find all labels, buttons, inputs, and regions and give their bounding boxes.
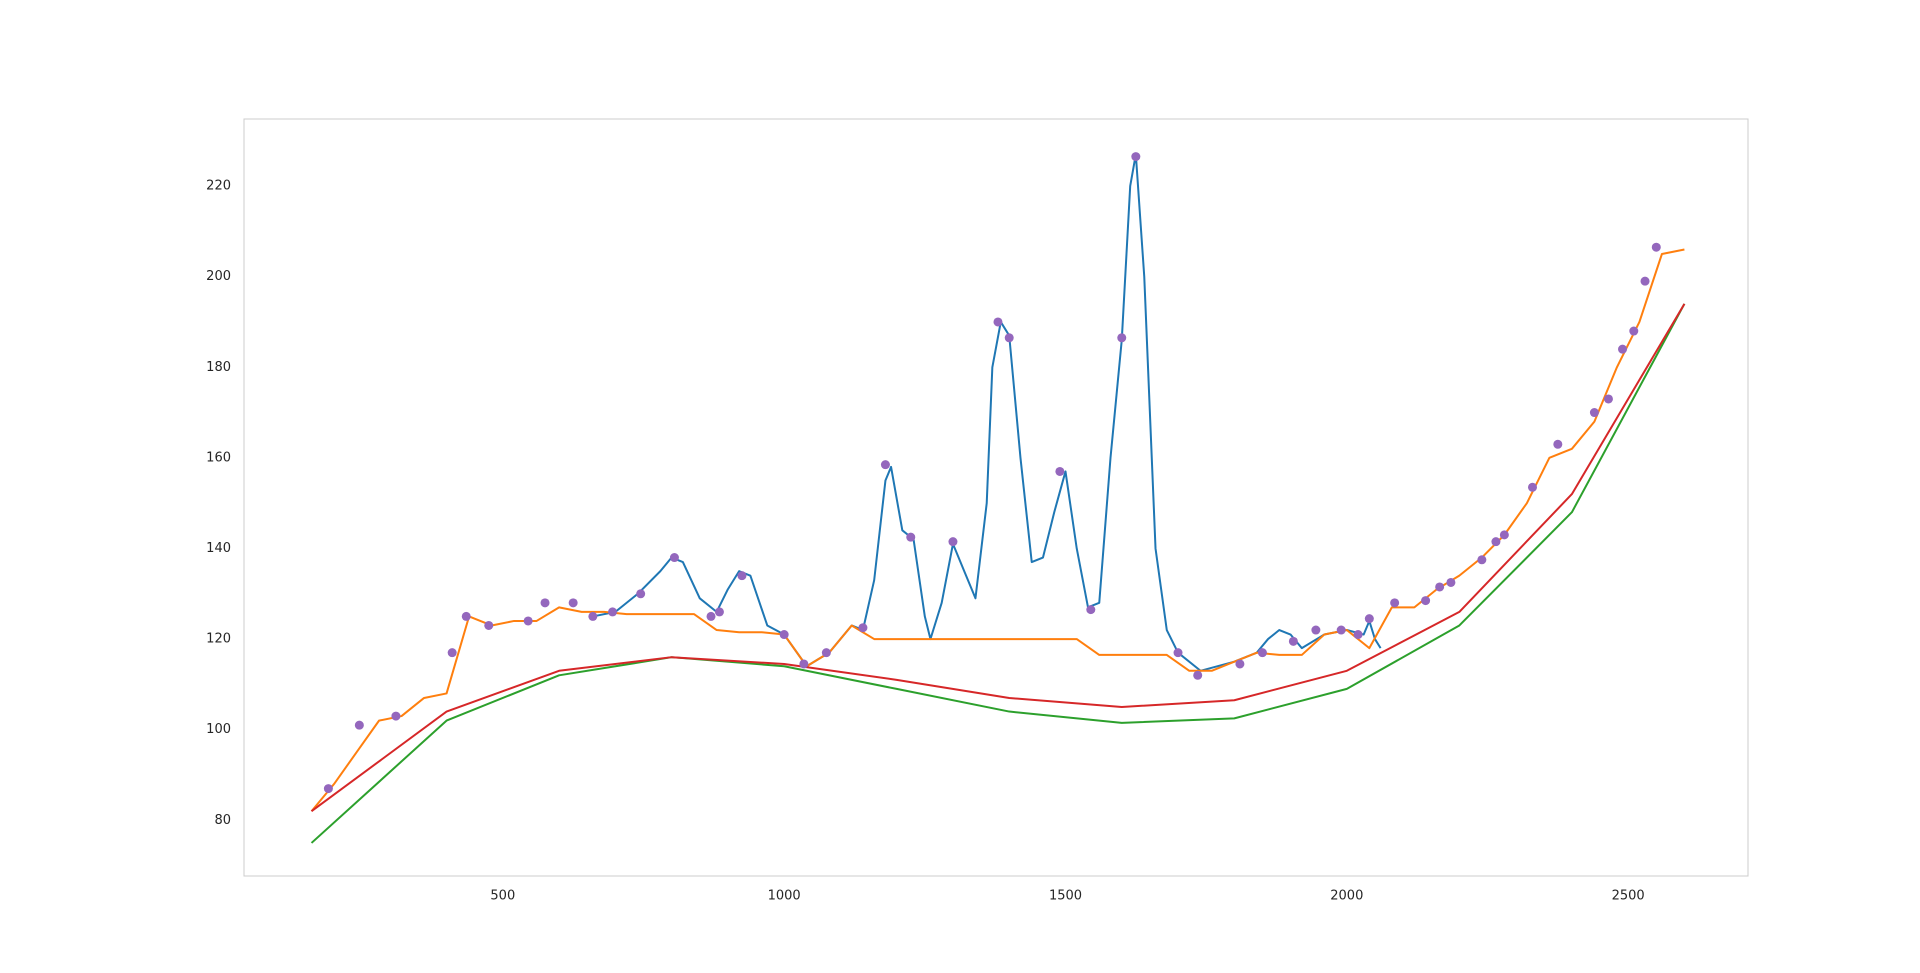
scatter-point: [1311, 625, 1321, 635]
scatter-point: [608, 607, 618, 617]
scatter-point: [484, 620, 494, 630]
scatter-point: [858, 623, 868, 633]
scatter-point: [1173, 648, 1183, 658]
scatter-point: [1618, 344, 1628, 354]
scatter-point: [1446, 577, 1456, 587]
scatter-point: [906, 532, 916, 542]
scatter-point: [821, 648, 831, 658]
scatter-point: [669, 553, 679, 563]
data-line: [310, 303, 1686, 844]
scatter-point: [1235, 659, 1245, 669]
scatter-point: [1553, 439, 1563, 449]
scatter-point: [447, 648, 457, 658]
scatter-point: [1651, 242, 1661, 252]
x-tick-label: 2000: [1330, 889, 1363, 904]
y-tick-label: 140: [206, 541, 231, 556]
scatter-point: [1288, 636, 1298, 646]
scatter-point: [636, 589, 646, 599]
scatter-point: [1086, 605, 1096, 615]
plot-frame: [243, 118, 1749, 877]
scatter-point: [1435, 582, 1445, 592]
scatter-point: [1131, 152, 1141, 162]
scatter-point: [1640, 276, 1650, 286]
scatter-point: [461, 611, 471, 621]
y-tick-label: 180: [206, 360, 231, 375]
scatter-point: [1629, 326, 1639, 336]
x-tick-label: 500: [490, 889, 515, 904]
scatter-point: [799, 659, 809, 669]
scatter-point: [1364, 614, 1374, 624]
data-line: [592, 153, 1382, 672]
data-line: [310, 248, 1685, 812]
scatter-point: [714, 607, 724, 617]
scatter-point: [1390, 598, 1400, 608]
scatter-point: [1603, 394, 1613, 404]
scatter-point: [1055, 466, 1065, 476]
scatter-point: [568, 598, 578, 608]
scatter-point: [323, 784, 333, 794]
y-tick-label: 220: [206, 179, 231, 194]
scatter-point: [1004, 333, 1014, 343]
y-tick-label: 80: [214, 813, 231, 828]
scatter-point: [948, 537, 958, 547]
scatter-point: [706, 611, 716, 621]
scatter-point: [1193, 670, 1203, 680]
scatter-point: [1336, 625, 1346, 635]
y-tick-label: 120: [206, 632, 231, 647]
scatter-point: [779, 630, 789, 640]
scatter-point: [1589, 408, 1599, 418]
scatter-point: [391, 711, 401, 721]
scatter-point: [880, 460, 890, 470]
y-tick-label: 100: [206, 722, 231, 737]
scatter-point: [1527, 482, 1537, 492]
scatter-point: [588, 611, 598, 621]
data-line: [310, 303, 1686, 813]
x-tick-label: 1000: [768, 889, 801, 904]
scatter-point: [1421, 596, 1431, 606]
scatter-point: [1477, 555, 1487, 565]
scatter-point: [1257, 648, 1267, 658]
x-tick-label: 1500: [1049, 889, 1082, 904]
scatter-point: [737, 571, 747, 581]
scatter-point: [993, 317, 1003, 327]
scatter-point: [523, 616, 533, 626]
scatter-point: [354, 720, 364, 730]
y-tick-label: 200: [206, 269, 231, 284]
scatter-point: [1117, 333, 1127, 343]
scatter-point: [1499, 530, 1509, 540]
y-tick-label: 160: [206, 450, 231, 465]
x-tick-label: 2500: [1612, 889, 1645, 904]
scatter-point: [1491, 537, 1501, 547]
scatter-point: [540, 598, 550, 608]
scatter-point: [1353, 630, 1363, 640]
